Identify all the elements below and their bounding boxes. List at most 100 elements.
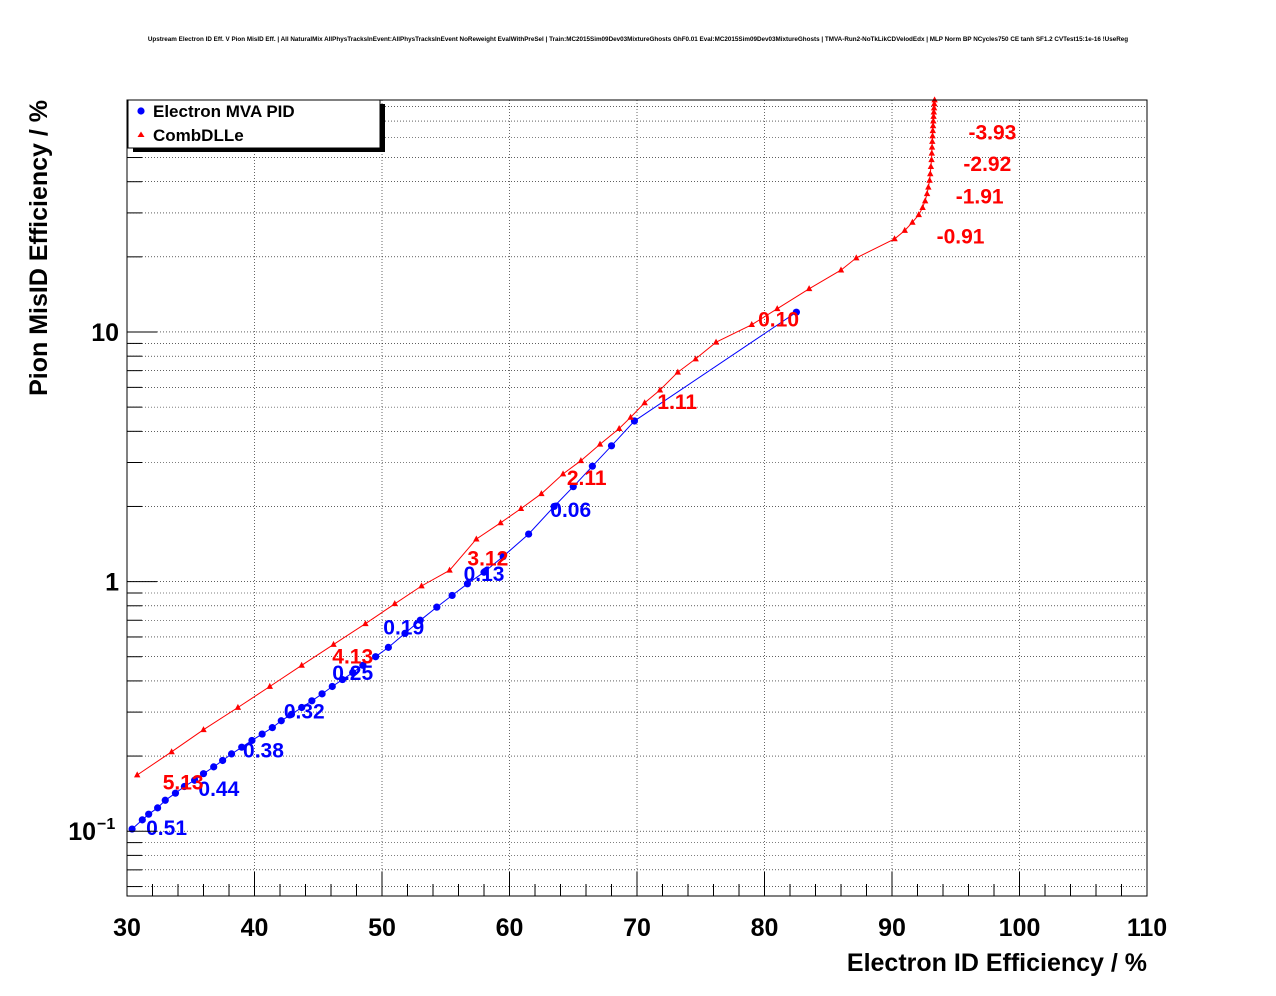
data-point-combdlle xyxy=(921,197,929,204)
data-point-combdlle xyxy=(615,425,623,432)
x-tick-label: 60 xyxy=(496,914,524,942)
data-point-combdlle xyxy=(446,566,453,573)
data-point-electron-mva xyxy=(328,682,336,691)
data-point-combdlle xyxy=(774,305,781,312)
data-point-combdlle xyxy=(930,104,938,111)
data-point-combdlle xyxy=(497,519,504,526)
x-tick-label: 50 xyxy=(368,914,396,942)
data-point-combdlle xyxy=(559,470,567,477)
data-point-combdlle xyxy=(928,143,936,150)
data-point-electron-mva xyxy=(480,568,488,576)
data-point-electron-mva xyxy=(318,690,326,698)
x-tick-label: 40 xyxy=(241,914,269,942)
data-point-electron-mva xyxy=(359,661,367,669)
data-point-combdlle xyxy=(926,176,933,183)
data-point-combdlle xyxy=(473,535,480,542)
data-point-electron-mva xyxy=(171,789,180,797)
data-point-electron-mva xyxy=(525,530,533,538)
data-point-combdlle xyxy=(930,108,938,115)
threshold-label-electron-mva: 0.32 xyxy=(284,700,325,723)
data-point-combdlle xyxy=(200,726,207,733)
data-point-combdlle xyxy=(915,211,922,218)
x-tick-label: 30 xyxy=(113,914,141,942)
threshold-label-combdlle: 2.11 xyxy=(567,467,607,490)
data-markers xyxy=(128,96,938,833)
data-point-electron-mva xyxy=(448,591,456,600)
data-point-electron-mva xyxy=(145,810,153,818)
data-point-electron-mva xyxy=(277,717,285,725)
data-point-electron-mva xyxy=(161,796,169,804)
data-point-combdlle xyxy=(927,162,935,169)
threshold-label-combdlle: -2.92 xyxy=(963,153,1011,176)
data-point-electron-mva xyxy=(210,763,218,771)
data-point-combdlle xyxy=(330,640,337,647)
data-point-electron-mva xyxy=(588,462,596,470)
threshold-label-combdlle: -0.91 xyxy=(937,225,985,248)
data-point-electron-mva xyxy=(349,668,357,677)
legend-box xyxy=(127,99,381,149)
legend-marker-electron-mva xyxy=(137,107,145,115)
data-point-electron-mva xyxy=(190,776,199,784)
data-point-combdlle xyxy=(891,235,898,242)
data-point-combdlle xyxy=(930,112,937,119)
data-point-electron-mva xyxy=(338,675,347,684)
data-point-combdlle xyxy=(627,413,634,420)
threshold-label-electron-mva: 0.25 xyxy=(332,662,373,685)
x-tick-label: 90 xyxy=(878,914,906,942)
x-tick-label: 70 xyxy=(623,914,651,942)
data-point-combdlle xyxy=(928,149,935,156)
y-axis-label: Pion MisID Efficiency / % xyxy=(25,100,53,396)
data-point-combdlle xyxy=(901,226,908,233)
data-point-combdlle xyxy=(168,748,175,755)
data-point-electron-mva xyxy=(463,580,472,588)
legend-entry-combdlle: CombDLLe xyxy=(153,126,244,145)
data-point-electron-mva xyxy=(308,697,316,705)
data-point-combdlle xyxy=(266,682,273,689)
legend-marker-combdlle xyxy=(137,131,145,137)
data-point-combdlle xyxy=(837,266,845,273)
data-point-electron-mva xyxy=(227,750,236,758)
data-point-electron-mva xyxy=(416,616,424,624)
data-point-electron-mva xyxy=(154,804,162,812)
data-point-combdlle xyxy=(929,132,936,139)
data-point-electron-mva xyxy=(384,643,392,651)
data-point-combdlle xyxy=(909,218,916,225)
x-tick-label: 100 xyxy=(999,914,1041,942)
data-point-electron-mva xyxy=(433,603,441,611)
y-tick-label: 10 xyxy=(91,319,119,347)
data-point-electron-mva xyxy=(298,703,306,712)
chart-title: Upstream Electron ID Eff. V Pion MisID E… xyxy=(148,36,1128,43)
data-point-combdlle xyxy=(929,137,936,144)
data-point-electron-mva xyxy=(258,730,266,738)
data-point-electron-mva xyxy=(238,743,246,751)
x-tick-label: 80 xyxy=(751,914,779,942)
data-point-combdlle xyxy=(577,457,585,464)
data-point-electron-mva xyxy=(792,308,800,316)
data-point-combdlle xyxy=(538,490,545,497)
data-point-combdlle xyxy=(391,600,398,607)
data-point-electron-mva xyxy=(219,756,227,765)
y-tick-label: 1 xyxy=(105,569,119,597)
data-point-combdlle xyxy=(692,355,699,362)
threshold-label-combdlle: 5.13 xyxy=(163,772,204,795)
x-axis-label: Electron ID Efficiency / % xyxy=(847,949,1147,977)
data-point-combdlle xyxy=(929,127,936,134)
threshold-label-electron-mva: 0.06 xyxy=(550,499,591,522)
data-point-combdlle xyxy=(418,582,425,589)
data-point-combdlle xyxy=(134,771,141,778)
data-point-combdlle xyxy=(925,183,932,190)
data-point-electron-mva xyxy=(607,442,616,450)
data-point-combdlle xyxy=(929,122,937,129)
threshold-label-electron-mva: 0.13 xyxy=(464,563,505,586)
data-point-electron-mva xyxy=(248,736,256,745)
data-point-electron-mva xyxy=(401,629,409,638)
data-point-electron-mva xyxy=(180,782,188,791)
data-point-combdlle xyxy=(298,661,305,668)
data-point-combdlle xyxy=(931,96,938,103)
data-point-electron-mva xyxy=(138,816,146,824)
data-point-combdlle xyxy=(927,170,934,177)
threshold-label-electron-mva: 0.19 xyxy=(383,617,424,640)
